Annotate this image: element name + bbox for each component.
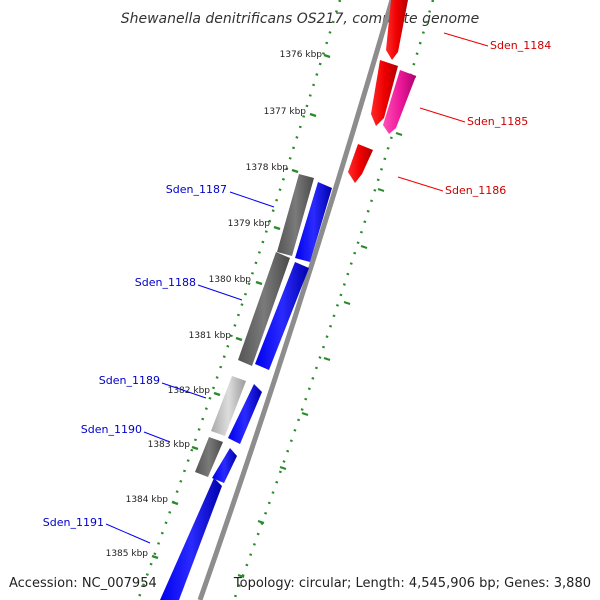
genome-backbone xyxy=(197,0,395,600)
leader-line xyxy=(397,176,444,192)
gene-arrow-sden-1185-b[interactable] xyxy=(383,70,416,134)
tick-label-1380: 1380 kbp xyxy=(209,275,252,285)
tick-mark xyxy=(377,188,385,192)
tick-mark xyxy=(360,245,368,249)
gene-arrow-sden-1185-a[interactable] xyxy=(371,60,398,126)
tick-label-1378: 1378 kbp xyxy=(246,163,289,173)
tick-mark xyxy=(235,336,243,342)
gene-arrow-sden-1184[interactable] xyxy=(386,0,408,60)
tick-mark xyxy=(323,53,331,59)
gene-label-sden-1185[interactable]: Sden_1185 xyxy=(467,115,528,128)
tick-mark xyxy=(309,112,317,118)
forward-strand-track xyxy=(160,174,332,600)
topology-text: Topology: circular; Length: 4,545,906 bp… xyxy=(233,576,591,591)
accession-text: Accession: NC_007954 xyxy=(9,576,157,591)
gene-label-sden-1184[interactable]: Sden_1184 xyxy=(490,39,551,52)
gene-arrow-sden-1186[interactable] xyxy=(348,144,373,183)
tick-label-1381: 1381 kbp xyxy=(189,331,232,341)
gene-bar-sden-1190-gray xyxy=(195,437,223,477)
tick-label-1383: 1383 kbp xyxy=(148,440,191,450)
reverse-strand-track xyxy=(348,0,416,183)
tick-mark xyxy=(171,500,179,506)
leader-line xyxy=(197,284,243,301)
gene-label-sden-1189[interactable]: Sden_1189 xyxy=(99,374,160,387)
tick-labels: 1376 kbp 1377 kbp 1378 kbp 1379 kbp 1380… xyxy=(106,50,323,559)
leader-line xyxy=(143,431,171,443)
gene-arrow-sden-1188[interactable] xyxy=(255,262,309,370)
gene-bar-sden-1188-gray xyxy=(238,252,290,366)
tick-label-1377: 1377 kbp xyxy=(264,107,307,117)
gene-arrow-sden-1187[interactable] xyxy=(295,182,332,262)
tick-mark xyxy=(301,412,309,416)
tick-mark xyxy=(323,357,331,361)
gene-arrow-sden-1189[interactable] xyxy=(228,384,262,444)
gene-arrow-sden-1191[interactable] xyxy=(160,478,222,600)
leader-line xyxy=(161,382,207,399)
leader-line xyxy=(443,32,489,47)
tick-mark xyxy=(291,168,299,174)
gene-label-sden-1191[interactable]: Sden_1191 xyxy=(43,516,104,529)
gene-bar-sden-1187-gray xyxy=(277,174,314,256)
gene-labels: Sden_1184 Sden_1185 Sden_1186 Sden_1187 … xyxy=(43,32,551,544)
tick-mark xyxy=(151,554,159,560)
gene-label-sden-1188[interactable]: Sden_1188 xyxy=(135,276,196,289)
tick-mark xyxy=(343,301,351,305)
tick-label-1385: 1385 kbp xyxy=(106,549,149,559)
tick-label-1382: 1382 kbp xyxy=(168,386,211,396)
leader-line xyxy=(229,191,275,208)
tick-mark xyxy=(279,466,287,470)
tick-mark xyxy=(213,391,221,397)
gene-label-sden-1190[interactable]: Sden_1190 xyxy=(81,423,142,436)
tick-label-1384: 1384 kbp xyxy=(126,495,169,505)
gene-label-sden-1187[interactable]: Sden_1187 xyxy=(166,183,227,196)
tick-mark xyxy=(255,280,263,286)
leader-line xyxy=(419,107,466,123)
tick-mark xyxy=(191,445,199,451)
gene-arrow-sden-1190[interactable] xyxy=(212,448,237,483)
gene-bar-sden-1189-gray xyxy=(211,376,246,436)
tick-marks xyxy=(151,53,417,578)
gene-label-sden-1186[interactable]: Sden_1186 xyxy=(445,184,506,197)
tick-mark xyxy=(395,132,403,136)
genome-title: Shewanella denitrificans OS217, complete… xyxy=(121,11,480,27)
outer-ring xyxy=(136,0,342,600)
tick-label-1379: 1379 kbp xyxy=(228,219,271,229)
tick-mark xyxy=(237,574,245,578)
tick-mark xyxy=(257,520,265,524)
leader-line xyxy=(105,523,151,544)
tick-mark xyxy=(273,225,281,231)
tick-label-1376: 1376 kbp xyxy=(280,50,323,60)
